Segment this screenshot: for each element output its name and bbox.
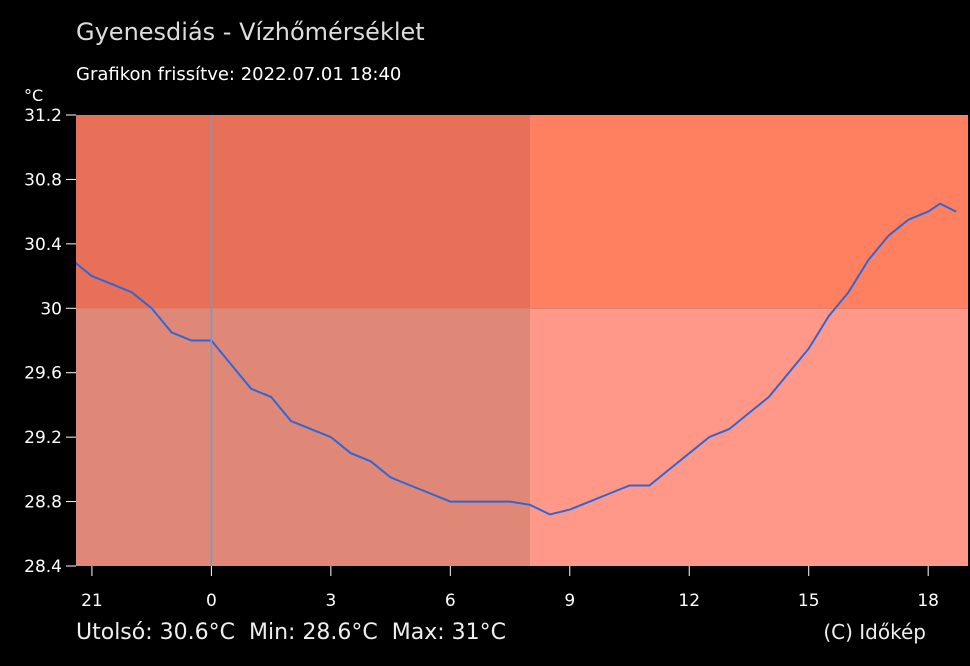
chart-subtitle: Grafikon frissítve: 2022.07.01 18:40 [76, 64, 402, 85]
temperature-series-line [76, 202, 957, 516]
x-tick-label: 18 [917, 591, 939, 611]
stat-min: Min: 28.6°C [248, 620, 378, 645]
stat-last: Utolsó: 30.6°C [76, 620, 235, 645]
y-tick-label: 30 [40, 299, 62, 319]
y-axis-unit-label: °C [24, 86, 44, 105]
night-band-below [76, 308, 530, 566]
stat-max: Max: 31°C [391, 620, 507, 645]
y-tick-label: 28.4 [24, 557, 62, 577]
chart-title: Gyenesdiás - Vízhőmérséklet [76, 18, 425, 46]
x-tick-label: 6 [445, 591, 456, 611]
x-tick-label: 12 [678, 591, 700, 611]
y-tick-label: 29.2 [24, 428, 62, 448]
night-band-above [76, 115, 530, 309]
stats-footer: Utolsó: 30.6°C Min: 28.6°C Max: 31°C [76, 620, 506, 645]
y-tick-label: 28.8 [24, 493, 62, 513]
x-tick-label: 0 [206, 591, 217, 611]
y-tick-label: 31.2 [24, 106, 62, 126]
x-tick-label: 9 [564, 591, 575, 611]
x-tick-label: 15 [798, 591, 820, 611]
copyright-credit: (C) Időkép [823, 620, 926, 644]
x-tick-label: 3 [325, 591, 336, 611]
y-tick-label: 29.6 [24, 364, 62, 384]
y-tick-label: 30.4 [24, 235, 62, 255]
y-tick-label: 30.8 [24, 170, 62, 190]
x-tick-label: 21 [81, 591, 103, 611]
